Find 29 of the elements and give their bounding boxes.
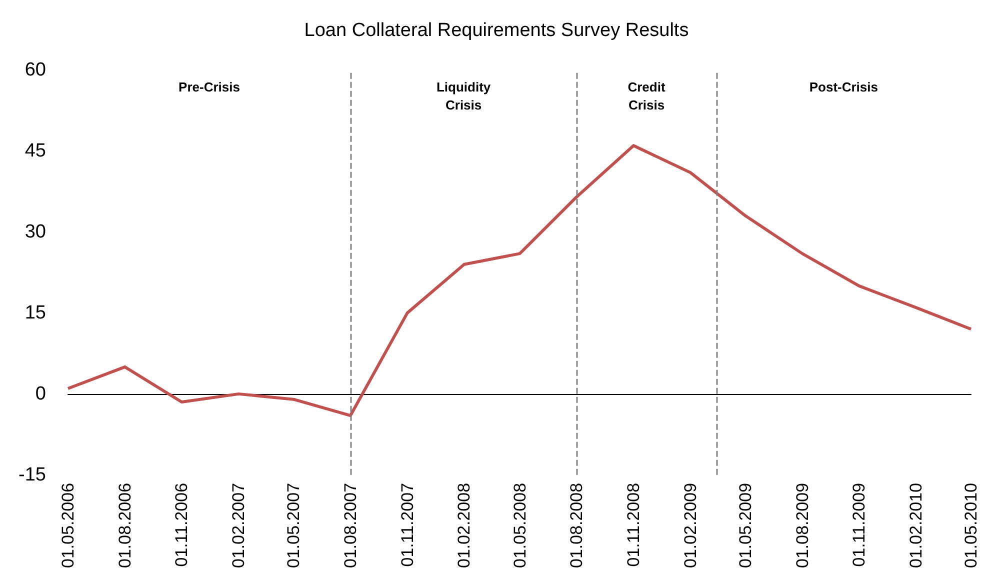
x-tick-label: 01.08.2009: [792, 482, 812, 568]
x-tick-label: 01.05.2007: [284, 482, 304, 568]
chart-title: Loan Collateral Requirements Survey Results: [304, 20, 689, 41]
annotation: Pre-Crisis: [178, 80, 240, 94]
x-tick-label: 01.05.2009: [736, 482, 755, 568]
x-tick-label: 01.02.2008: [454, 482, 474, 568]
annotation: Liquidity Crisis: [436, 80, 492, 112]
x-tick-label: 01.11.2008: [624, 482, 644, 567]
x-tick-label: 01.05.2008: [510, 482, 530, 568]
y-tick-label: 15: [24, 302, 46, 324]
x-tick-label: 01.05.2010: [962, 482, 980, 568]
y-tick-label: 60: [24, 60, 46, 80]
x-tick-label: 01.05.2006: [58, 482, 78, 568]
x-tick-label: 01.02.2009: [680, 482, 700, 568]
y-tick-label: 0: [35, 383, 46, 404]
x-tick-label: 01.08.2007: [340, 482, 360, 568]
line-series: [66, 144, 972, 418]
y-tick-label: -15: [18, 464, 46, 486]
x-tick-label: 01.08.2006: [115, 482, 134, 568]
annotation: Credit Crisis: [628, 80, 666, 112]
y-tick-label: 30: [24, 221, 46, 242]
x-tick-label: 01.08.2008: [567, 482, 586, 568]
x-tick-label: 01.02.2007: [229, 482, 248, 568]
x-tick-label: 01.11.2006: [172, 482, 192, 567]
x-tick-label: 01.11.2007: [398, 482, 417, 567]
x-tick-label: 01.11.2009: [850, 482, 869, 567]
y-tick-label: 45: [24, 140, 46, 162]
annotation: Post-Crisis: [809, 80, 878, 94]
x-tick-label: 01.02.2010: [906, 482, 926, 568]
